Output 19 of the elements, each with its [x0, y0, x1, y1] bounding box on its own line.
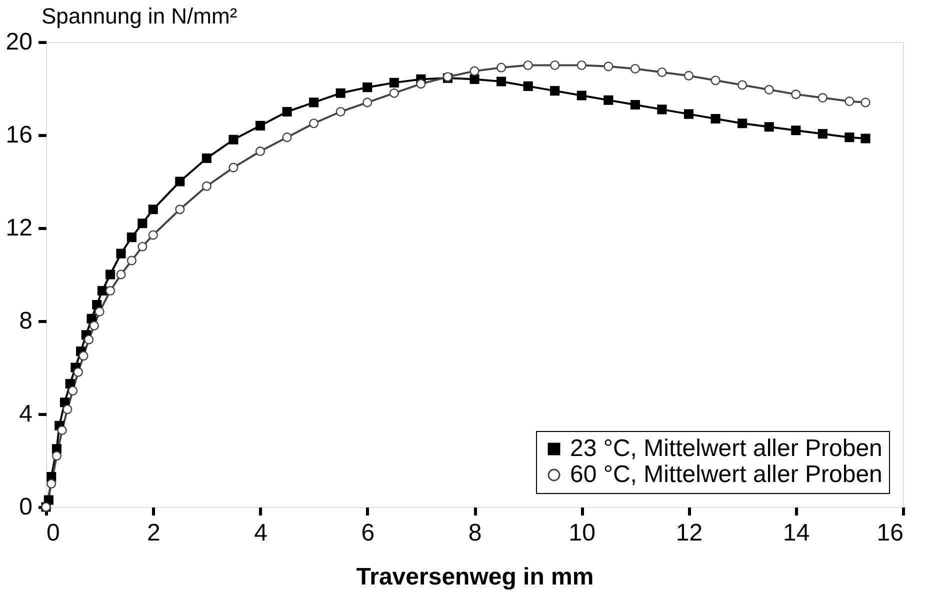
legend-label: 23 °C, Mittelwert aller Proben — [570, 435, 882, 462]
x-tick-label: 2 — [146, 520, 160, 546]
x-tick-label: 16 — [876, 520, 904, 546]
y-tick-label: 20 — [6, 28, 32, 56]
x-axis-title: Traversenweg in mm — [356, 564, 594, 590]
x-tick-label: 6 — [361, 520, 375, 546]
x-tick-label: 8 — [468, 520, 482, 546]
x-tick-label: 4 — [254, 520, 268, 546]
y-tick-label: 4 — [19, 400, 32, 428]
y-tick-label: 0 — [19, 494, 32, 520]
y-tick-label: 8 — [19, 308, 32, 334]
x-tick-label: 12 — [676, 520, 703, 546]
x-tick-label: 10 — [568, 520, 596, 546]
x-tick-label: 0 — [46, 520, 60, 546]
x-tick-label: 14 — [783, 520, 810, 546]
y-tick-label: 16 — [6, 122, 32, 148]
legend-label: 60 °C, Mittelwert aller Proben — [570, 461, 882, 488]
y-axis-title: Spannung in N/mm² — [42, 4, 238, 28]
y-tick-label: 12 — [6, 214, 32, 242]
